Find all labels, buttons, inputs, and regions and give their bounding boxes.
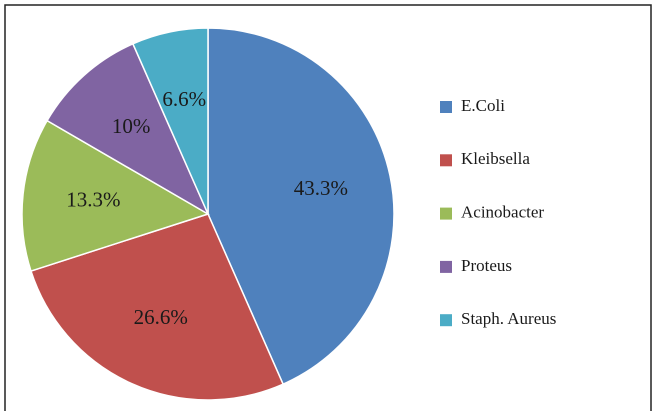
legend-swatch [440, 101, 452, 113]
legend-swatch [440, 314, 452, 327]
slice-label: 26.6% [134, 305, 188, 329]
pie-slice [21, 119, 210, 272]
legend-swatch [440, 260, 452, 273]
legend-label: Proteus [461, 256, 512, 275]
slice-label: 6.6% [162, 87, 206, 111]
legend-label: Staph. Aureus [461, 309, 556, 328]
pie-slice [131, 27, 209, 215]
legend-label: E.Coli [461, 96, 505, 115]
legend-swatch [440, 154, 452, 167]
legend-label: Acinobacter [461, 203, 544, 222]
slice-label: 43.3% [294, 176, 348, 200]
pie-slice [46, 42, 210, 216]
legend-swatch [440, 207, 452, 220]
slice-label: 13.3% [66, 187, 120, 211]
legend-label: Kleibsella [461, 149, 530, 168]
slice-label: 10% [112, 114, 151, 138]
pie-slice [30, 213, 285, 401]
pie-slice [207, 27, 395, 386]
